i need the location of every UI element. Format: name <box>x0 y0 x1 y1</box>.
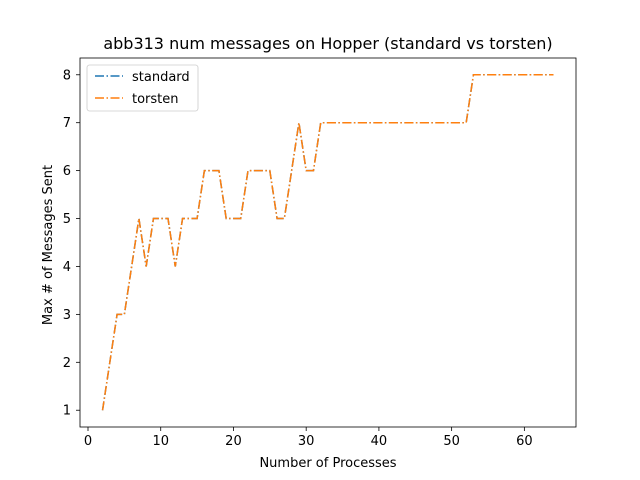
chart-title: abb313 num messages on Hopper (standard … <box>103 34 552 53</box>
y-tick-label: 7 <box>63 116 71 131</box>
y-tick-label: 6 <box>63 164 71 179</box>
x-tick-label: 30 <box>298 434 315 449</box>
y-tick-label: 2 <box>63 356 71 371</box>
legend-label-torsten: torsten <box>132 92 179 107</box>
y-tick-label: 1 <box>63 404 71 419</box>
x-axis-label: Number of Processes <box>259 456 396 471</box>
plot-area <box>79 57 577 428</box>
legend-label-standard: standard <box>132 70 190 85</box>
y-tick-label: 8 <box>63 68 71 83</box>
x-tick-label: 10 <box>152 434 169 449</box>
x-tick-label: 60 <box>516 434 533 449</box>
legend: standard torsten <box>86 64 199 112</box>
x-tick-label: 40 <box>371 434 388 449</box>
x-tick-label: 50 <box>443 434 460 449</box>
y-axis-label: Max # of Messages Sent <box>41 165 56 325</box>
y-tick-label: 4 <box>63 260 71 275</box>
y-axis: 1 2 3 4 5 6 7 8 <box>63 68 80 419</box>
series-line-torsten <box>101 74 554 411</box>
y-tick-label: 3 <box>63 308 71 323</box>
x-tick-label: 0 <box>84 434 92 449</box>
axes-frame <box>79 57 577 428</box>
y-tick-label: 5 <box>63 212 71 227</box>
x-tick-label: 20 <box>225 434 242 449</box>
x-axis: 0 10 20 30 40 50 60 <box>84 427 533 449</box>
